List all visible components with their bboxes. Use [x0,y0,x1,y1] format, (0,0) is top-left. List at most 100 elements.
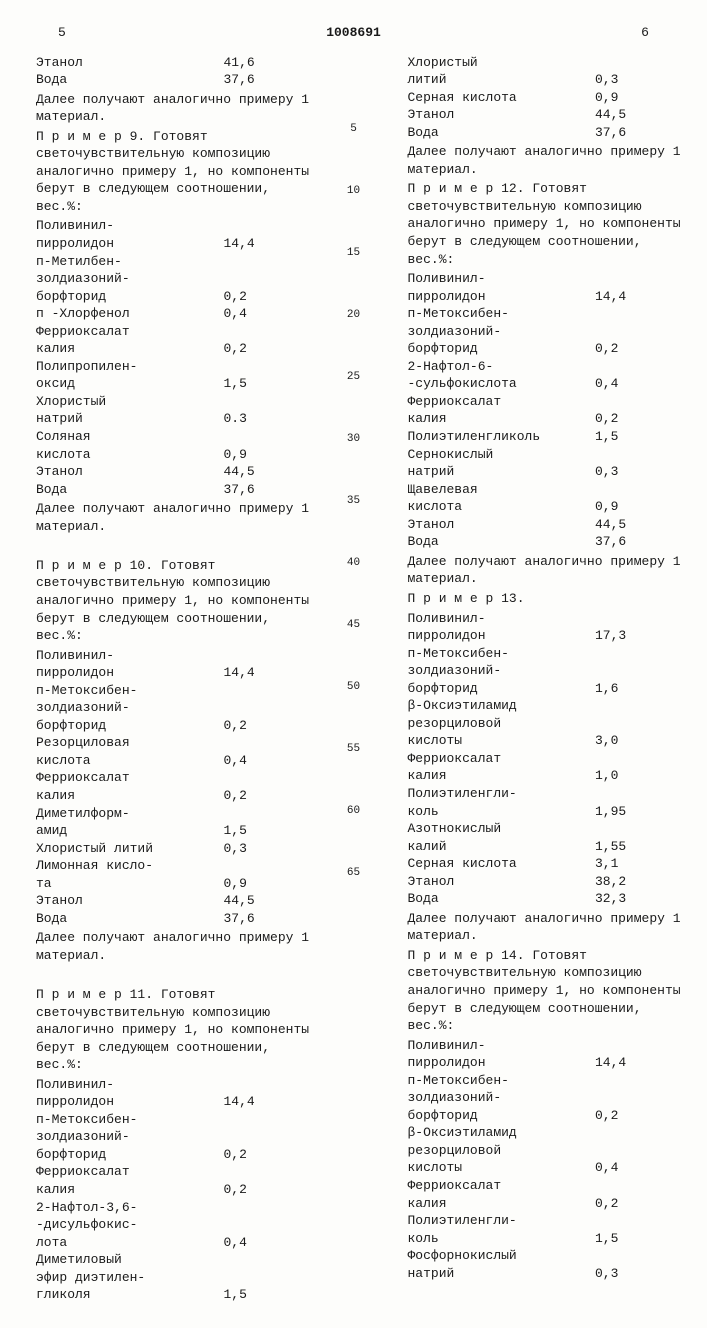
data-row: эфир диэтилен- [18,1269,318,1287]
data-row: Ферриоксалат [390,750,690,768]
row-label: золдиазоний- [390,323,502,341]
row-value: 0,4 [224,305,318,323]
row-label: Ферриоксалат [18,323,130,341]
row-label: Серная кислота [390,89,517,107]
row-value [224,1216,318,1234]
row-label: борфторид [18,1146,106,1164]
row-label: золдиазоний- [18,699,130,717]
row-value: 1,5 [224,1286,318,1304]
row-value [595,1124,689,1142]
row-label: калий [390,838,447,856]
row-label: Полипропилен- [18,358,137,376]
row-label: Вода [390,890,439,908]
row-value: 37,6 [224,71,318,89]
row-label: кислота [18,446,91,464]
data-row: Хлористый [390,54,690,72]
row-label: Поливинил- [390,610,486,628]
data-row: золдиазоний- [18,270,318,288]
data-row: калия1,0 [390,767,690,785]
row-label: коль [390,803,439,821]
data-row: Резорциловая [18,734,318,752]
page-header: 5 1008691 6 [18,24,689,54]
row-label: п-Метоксибен- [390,1072,509,1090]
row-value: 37,6 [595,533,689,551]
row-value: 0,9 [224,875,318,893]
row-label: калия [18,787,75,805]
row-label: золдиазоний- [390,662,502,680]
row-label: пирролидон [18,1093,114,1111]
row-label: п -Хлорфенол [18,305,130,323]
row-label: Вода [390,124,439,142]
data-row: кислоты0,4 [390,1159,690,1177]
data-row: литий0,3 [390,71,690,89]
row-label: Диметиловый [18,1251,122,1269]
row-value: 1,5 [224,375,318,393]
data-row: Этанол44,5 [18,892,318,910]
data-row: пирролидон14,4 [390,1054,690,1072]
data-row: Вода37,6 [18,481,318,499]
paragraph: П р и м е р 11. Готовят светочувствитель… [18,986,318,1074]
line-number: 20 [342,308,366,323]
data-row: Диметиловый [18,1251,318,1269]
data-row: борфторид0,2 [18,1146,318,1164]
data-row: Ферриоксалат [18,769,318,787]
row-label: -дисульфокис- [18,1216,137,1234]
row-label: п-Метоксибен- [18,1111,137,1129]
row-label: кислоты [390,1159,463,1177]
row-value: 0,2 [224,787,318,805]
data-row: Вода32,3 [390,890,690,908]
row-label: коль [390,1230,439,1248]
data-row: -сульфокислота0,4 [390,375,690,393]
data-row: Вода37,6 [18,71,318,89]
row-label: эфир диэтилен- [18,1269,145,1287]
row-value: 3,0 [595,732,689,750]
row-value [224,1076,318,1094]
data-row: Этанол44,5 [390,106,690,124]
row-label: гликоля [18,1286,91,1304]
row-label: Ферриоксалат [18,769,130,787]
data-row: Хлористый [18,393,318,411]
row-value [595,481,689,499]
doc-number: 1008691 [326,24,381,42]
data-row: та0,9 [18,875,318,893]
row-value: 0,4 [224,1234,318,1252]
row-value: 44,5 [595,516,689,534]
data-row: Хлористый литий0,3 [18,840,318,858]
row-label: β-Оксиэтиламид [390,697,517,715]
row-label: амид [18,822,67,840]
row-value: 0,2 [595,1107,689,1125]
row-label: Серная кислота [390,855,517,873]
data-row: резорциловой [390,1142,690,1160]
row-value [224,699,318,717]
row-value: 41,6 [224,54,318,72]
data-row: Фосфорнокислый [390,1247,690,1265]
data-row: натрий0,3 [390,1265,690,1283]
data-row: борфторид0,2 [390,1107,690,1125]
row-label: п-Метоксибен- [390,645,509,663]
row-label: Поливинил- [390,270,486,288]
data-row: Азотнокислый [390,820,690,838]
row-label: Ферриоксалат [390,750,502,768]
row-label: калия [390,410,447,428]
row-value [595,393,689,411]
row-value [224,734,318,752]
data-row: Соляная [18,428,318,446]
paragraph: Далее получают аналогично примеру 1 мате… [18,500,318,535]
paragraph: П р и м е р 12. Готовят светочувствитель… [390,180,690,268]
row-label: пирролидон [18,664,114,682]
row-label: кислоты [390,732,463,750]
col-num-left: 5 [58,24,66,42]
line-number: 40 [342,556,366,571]
paragraph: П р и м е р 10. Готовят светочувствитель… [18,557,318,645]
row-label: Поливинил- [18,647,114,665]
row-value: 14,4 [224,235,318,253]
row-label: Сернокислый [390,446,494,464]
row-value: 1,5 [595,1230,689,1248]
row-value: 0,4 [595,375,689,393]
data-row: Полиэтиленгли- [390,1212,690,1230]
row-value [595,1142,689,1160]
row-label: Хлористый [18,393,106,411]
row-value [595,1177,689,1195]
data-row: Поливинил- [390,610,690,628]
row-label: натрий [390,463,455,481]
